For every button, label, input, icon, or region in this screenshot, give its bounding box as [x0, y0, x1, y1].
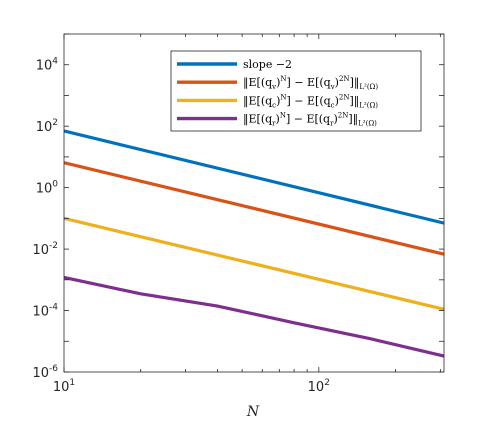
legend-label-3: ‖E[(qc)N] − E[(qc)2N]‖L²(Ω) [243, 93, 378, 109]
legend-label-1: slope −2 [243, 58, 292, 71]
axes-box [63, 33, 445, 373]
series-line-4 [63, 275, 445, 358]
series-layer [63, 129, 445, 358]
x-tick-label: 101 [53, 378, 75, 395]
x-axis-title: N [246, 404, 260, 420]
y-tick-label: 10-2 [32, 241, 58, 258]
y-tick-label: 10-4 [32, 303, 58, 320]
legend-label-2: ‖E[(qv)N] − E[(qv)2N]‖L²(Ω) [243, 75, 378, 91]
x-tick-labels: 101 102 [53, 378, 330, 395]
x-tick-label: 102 [308, 378, 330, 395]
series-line-3 [63, 216, 445, 311]
y-tick-label: 10-6 [32, 364, 58, 381]
ticks-layer [63, 33, 444, 373]
axes-frame [63, 33, 445, 373]
legend-label-4: ‖E[(qr)N] − E[(qr)2N]‖L²(Ω) [243, 112, 377, 128]
series-line-2 [63, 161, 445, 256]
series-line-1 [63, 129, 445, 225]
y-tick-label: 100 [36, 180, 59, 197]
y-tick-label: 102 [36, 118, 58, 135]
y-tick-label: 104 [36, 57, 59, 74]
legend: slope −2 ‖E[(qv)N] − E[(qv)2N]‖L²(Ω) ‖E[(q… [170, 50, 422, 132]
y-tick-labels: 10-6 10-4 10-2 100 102 104 [32, 57, 58, 381]
